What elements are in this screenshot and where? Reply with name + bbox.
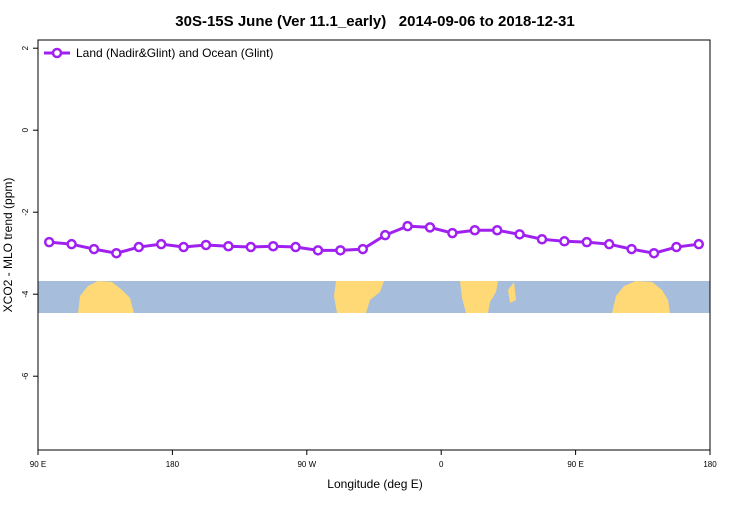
data-point [693,238,705,250]
plot-frame [37,39,711,451]
land [612,281,670,313]
data-point [648,247,660,259]
data-point [111,247,122,259]
data-point [335,245,346,256]
chart-title: 30S-15S June (Ver 11.1_early) 2014-09-06… [175,13,574,30]
data-point [357,243,369,255]
data-point [424,222,436,233]
land [460,281,498,313]
y-tick-label: 0 [21,127,30,132]
legend-label: Land (Nadir&Glint) and Ocean (Glint) [76,46,273,60]
data-point [66,238,77,250]
data-point [626,243,637,255]
data-point [402,220,413,232]
y-tick-label: 2 [21,45,30,50]
map-strip [38,281,710,313]
x-tick-label: 90 E [567,460,583,469]
x-tick-label: 180 [703,460,717,469]
land [334,281,384,313]
data-point [155,238,167,250]
y-tick-label: -4 [21,290,30,298]
data-point [379,229,391,241]
y-axis-label: XCO2 - MLO trend (ppm) [1,178,15,313]
data-point [514,229,525,240]
data-point [178,241,189,253]
data-point [603,238,615,250]
data-point [447,227,458,239]
data-point [536,234,548,245]
data-point [581,236,593,248]
data-point [469,224,481,236]
data-point [200,239,212,251]
x-tick-label: 90 E [30,460,46,469]
data-point [559,236,570,247]
land [78,281,134,313]
x-axis-label: Longitude (deg E) [327,477,422,491]
data-point [290,241,301,253]
x-tick-label: 0 [439,460,444,469]
data-point [312,245,324,256]
data-point [491,224,503,236]
data-point [133,241,145,253]
data-point [43,236,55,248]
data-point [267,240,279,252]
y-tick-label: -6 [21,372,30,380]
x-tick-label: 90 W [297,460,316,469]
data-point [671,241,682,253]
legend-marker [51,47,63,59]
land [508,282,516,303]
data-point [88,243,100,255]
data-point [245,241,257,253]
y-tick-label: -2 [21,208,30,216]
data-point [223,240,234,252]
x-tick-label: 180 [166,460,180,469]
